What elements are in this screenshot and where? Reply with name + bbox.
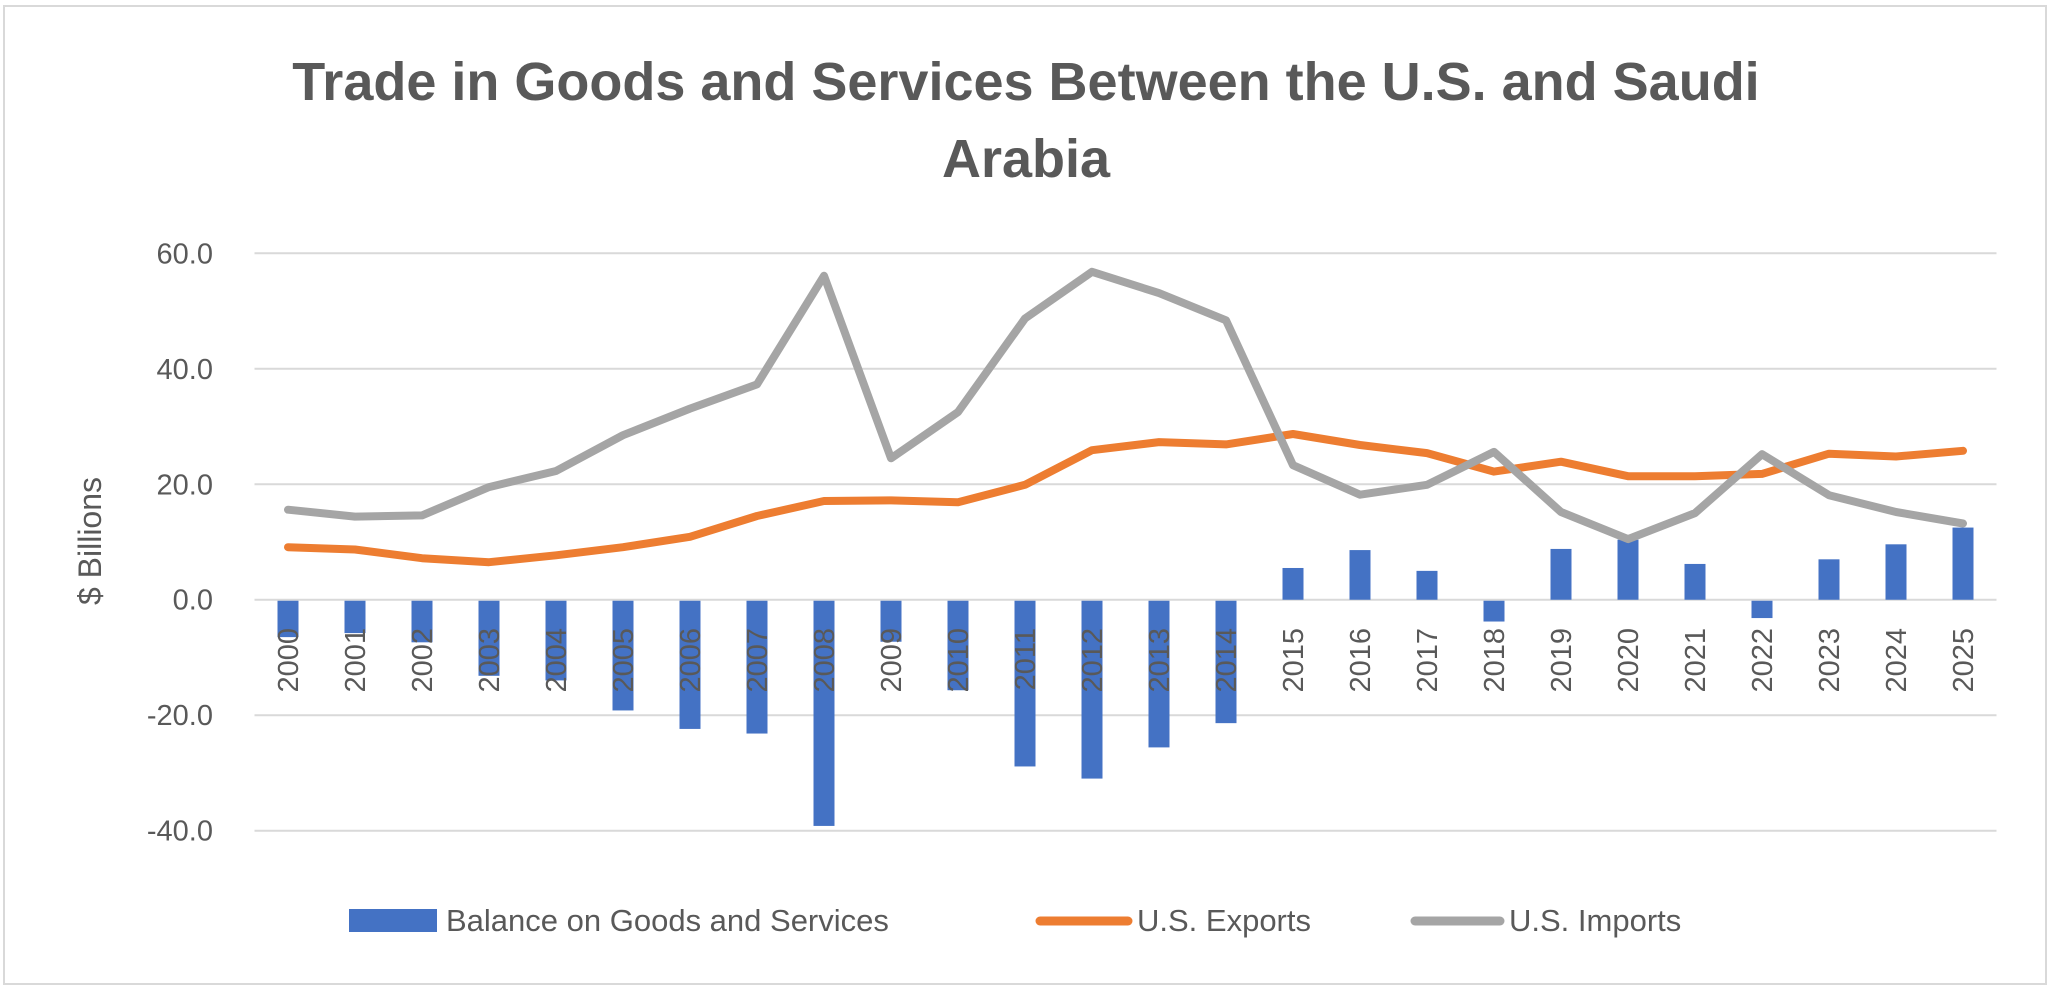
x-tick-label: 2009 (876, 628, 908, 693)
bar-2003 (478, 600, 500, 676)
x-tick-label: 2005 (608, 628, 640, 693)
gridlines (254, 252, 1997, 832)
bar-2006 (679, 600, 701, 729)
bar-2001 (344, 600, 366, 634)
x-tick-label: 2024 (1881, 628, 1913, 693)
x-tick-label: 2023 (1814, 628, 1846, 693)
x-axis-tick-labels: 2000 2001 2002 2003 2004 2005 2006 2007 2008 2009… (273, 628, 1980, 693)
balance-bars (277, 527, 1974, 826)
bar-2014 (1215, 600, 1237, 724)
y-axis-tick-labels: -40.0 -20.0 0.0 20.0 40.0 60.0 (147, 238, 213, 847)
bar-2025 (1952, 527, 1974, 600)
chart-frame (3, 5, 2047, 985)
x-tick-label: 2000 (273, 628, 305, 693)
legend-label-balance: Balance on Goods and Services (446, 903, 889, 938)
bar-2002 (411, 600, 433, 643)
x-tick-label: 2015 (1278, 628, 1310, 693)
bar-2000 (277, 600, 299, 638)
x-tick-label: 2018 (1479, 628, 1511, 693)
legend-label-exports: U.S. Exports (1137, 903, 1311, 938)
legend: Balance on Goods and Services U.S. Expor… (349, 903, 1681, 938)
bar-2021 (1684, 563, 1706, 600)
bar-2017 (1416, 570, 1438, 600)
x-tick-label: 2017 (1412, 628, 1444, 693)
bar-2015 (1282, 567, 1304, 600)
bar-2013 (1148, 600, 1170, 748)
x-tick-label: 2022 (1747, 628, 1779, 693)
y-tick-label: 60.0 (157, 238, 213, 270)
x-tick-label: 2014 (1211, 628, 1243, 693)
legend-swatch-balance (349, 909, 437, 932)
bar-2009 (880, 600, 902, 642)
x-tick-label: 2025 (1948, 628, 1980, 693)
x-tick-label: 2021 (1680, 628, 1712, 693)
x-tick-label: 2020 (1613, 628, 1645, 693)
x-tick-label: 2019 (1546, 628, 1578, 693)
x-tick-label: 2010 (943, 628, 975, 693)
line-u-s-exports (284, 430, 1967, 567)
chart-title-line-2: Arabia (942, 129, 1111, 189)
x-tick-label: 2004 (541, 628, 573, 693)
series-lines (284, 267, 1967, 567)
x-tick-label: 2013 (1144, 628, 1176, 693)
chart-title: Trade in Goods and Services Between the … (292, 52, 1759, 189)
x-tick-label: 2001 (340, 628, 372, 693)
y-tick-label: -20.0 (147, 700, 213, 732)
bar-2020 (1617, 539, 1639, 600)
bar-2005 (612, 600, 634, 711)
x-tick-label: 2012 (1077, 628, 1109, 693)
bar-2008 (813, 600, 835, 826)
bar-2019 (1550, 548, 1572, 600)
y-tick-label: 40.0 (157, 354, 213, 386)
chart-title-line-1: Trade in Goods and Services Between the … (292, 52, 1759, 112)
x-tick-label: 2002 (407, 628, 439, 693)
bar-2012 (1081, 600, 1103, 779)
y-axis-title: $ Billions (72, 477, 108, 605)
x-tick-label: 2016 (1345, 628, 1377, 693)
bar-2007 (746, 600, 768, 734)
x-tick-label: 2006 (675, 628, 707, 693)
bar-2018 (1483, 600, 1505, 622)
bar-2010 (947, 600, 969, 691)
bar-2011 (1014, 600, 1036, 767)
x-tick-label: 2007 (742, 628, 774, 693)
bar-2022 (1751, 600, 1773, 619)
x-tick-label: 2008 (809, 628, 841, 693)
y-tick-label: -40.0 (147, 816, 213, 848)
y-tick-label: 20.0 (157, 469, 213, 501)
bar-2004 (545, 600, 567, 681)
y-tick-label: 0.0 (173, 585, 213, 617)
bar-2023 (1818, 559, 1840, 600)
bar-2024 (1885, 544, 1907, 600)
x-tick-label: 2011 (1010, 628, 1042, 690)
bar-2016 (1349, 550, 1371, 600)
line-u-s-imports (284, 267, 1967, 544)
legend-label-imports: U.S. Imports (1509, 903, 1681, 938)
x-tick-label: 2003 (474, 628, 506, 693)
